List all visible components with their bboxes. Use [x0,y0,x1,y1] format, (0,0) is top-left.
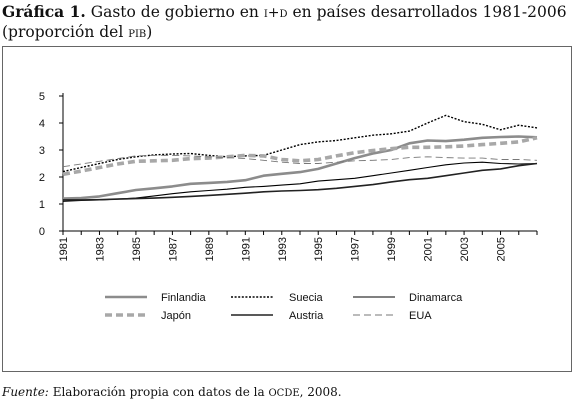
y-tick-label: 0 [39,226,45,238]
y-tick-label: 4 [39,118,45,130]
series-line-japón [62,136,538,177]
chart-frame: 0 1 2 3 4 5 1981 1983 1985 1987 1989 1991 1993 1995 19… [2,46,572,372]
x-tick-label: 1989 [204,237,216,261]
x-tick-label: 1997 [350,237,362,261]
legend-label-eua: EUA [409,310,432,322]
subtitle-abbrev: pib [128,25,147,41]
x-tick-label: 1991 [240,237,252,261]
subtitle-end: ) [146,23,153,41]
subtitle-text: (proporción del [2,23,124,41]
title-abbrev: i+d [263,5,288,21]
series-line-austria [63,162,538,201]
title-text-2: en países desarrollados 1981-2006 [292,3,567,21]
x-tick-label: 1999 [386,237,398,261]
legend-label-finlandia: Finlandia [161,292,207,304]
y-tick-label: 3 [39,145,45,157]
line-chart: 0 1 2 3 4 5 1981 1983 1985 1987 1989 1991 1993 1995 19… [39,91,538,322]
source-text-1: Elaboración propia con datos de la [52,385,265,399]
x-tick-label: 2001 [423,237,435,261]
source-text-2: , 2008. [299,385,342,399]
source-label: Fuente: [2,385,49,399]
x-tick-label: 1987 [167,237,179,261]
title-label: Gráfica 1. [2,2,86,21]
x-tick-label: 2005 [496,237,508,261]
x-tick-label: 1983 [94,237,106,261]
x-tick-label: 1985 [131,237,143,261]
y-tick-label: 5 [39,91,45,103]
source-note: Fuente: Elaboración propia con datos de … [2,384,342,400]
y-tick-label: 2 [39,172,45,184]
y-tick-label: 1 [39,199,45,211]
chart-title: Gráfica 1. Gasto de gobierno en i+d en p… [2,2,574,43]
x-tick-label: 1995 [313,237,325,261]
series-line-eua [62,154,538,168]
x-tick-label: 1981 [58,237,70,261]
series-line-finlandia [62,135,538,200]
legend-label-suecia: Suecia [289,292,324,304]
series-line-dinamarca [62,161,538,202]
source-abbrev: ocde [268,384,300,400]
legend-label-dinamarca: Dinamarca [409,292,463,304]
legend-label-japón: Japón [161,310,191,322]
x-tick-label: 1993 [277,237,289,261]
title-text-1: Gasto de gobierno en [90,3,259,21]
x-tick-label: 2003 [459,237,471,261]
legend-label-austria: Austria [289,310,324,322]
